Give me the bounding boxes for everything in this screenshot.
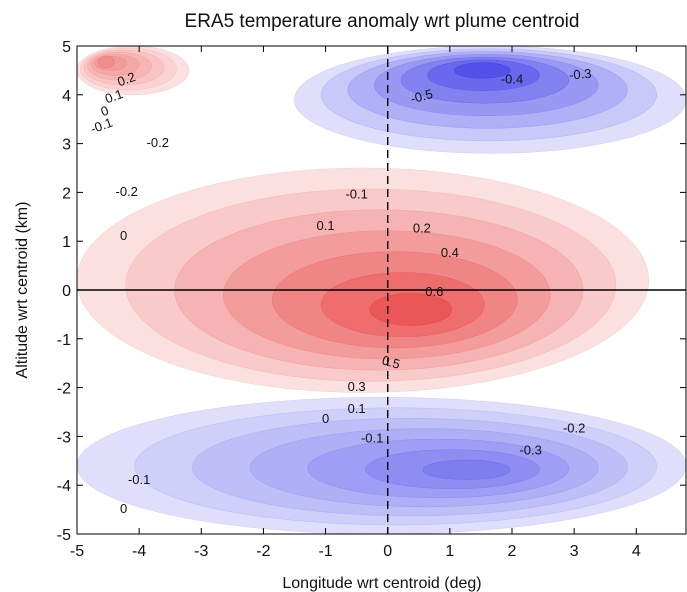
contour-label-14: -0.3 <box>568 66 592 83</box>
y-axis-label: Altitude wrt centroid (km) <box>14 202 31 379</box>
contour-label-13: -0.4 <box>501 72 523 87</box>
x-tick-label-2: -3 <box>194 543 208 560</box>
contour-label-9: 0.2 <box>413 220 431 235</box>
contour-label-17: 0.1 <box>348 401 366 416</box>
y-tick-label-0: 5 <box>62 39 71 56</box>
contour-label-3: -0.1 <box>88 115 114 137</box>
contour-label-7: -0.1 <box>345 186 367 201</box>
contour-label-2: 0 <box>99 103 111 120</box>
contour-bands <box>77 46 686 534</box>
x-tick-label-7: 2 <box>508 543 517 560</box>
y-tick-label-5: 0 <box>62 283 71 300</box>
y-tick-label-3: 2 <box>62 185 71 202</box>
contour-label-8: 0.1 <box>317 218 335 233</box>
contour-label-10: 0.4 <box>441 245 459 260</box>
contour-label-11: 0.6 <box>425 284 443 299</box>
contour-label-0: 0.2 <box>115 69 137 89</box>
x-tick-label-5: 0 <box>383 543 392 560</box>
plot-area: 0.20.10-0.1-0.2-0.20-0.10.1 0.20.40.6-0.5… <box>77 46 686 534</box>
y-tick-label-6: -1 <box>57 332 71 349</box>
x-tick-label-1: -4 <box>132 543 146 560</box>
x-tick-label-3: -2 <box>256 543 270 560</box>
x-tick-label-9: 4 <box>632 543 641 560</box>
y-axis-ticks: 5 4 3 2 1 0 -1 -2 -3 -4 -5 <box>57 39 686 544</box>
contour-labels: 0.20.10-0.1-0.2-0.20-0.10.1 0.20.40.6-0.5… <box>88 66 592 516</box>
contour-band-2-6 <box>422 459 511 480</box>
x-tick-label-0: -5 <box>70 543 84 560</box>
contour-label-6: 0 <box>120 228 127 243</box>
y-tick-label-4: 1 <box>62 234 71 251</box>
contour-label-20: -0.2 <box>563 421 585 436</box>
contour-label-15: 0.5 <box>380 353 401 372</box>
y-tick-label-10: -5 <box>57 527 71 544</box>
contour-band-3-6 <box>97 55 115 69</box>
y-tick-label-9: -4 <box>57 478 71 495</box>
x-axis-ticks: -5 -4 -3 -2 -1 0 1 2 3 4 <box>70 46 641 560</box>
contour-label-19: -0.1 <box>361 430 383 445</box>
contour-label-12: -0.5 <box>409 86 435 106</box>
y-tick-label-1: 4 <box>62 88 71 105</box>
contour-label-18: 0 <box>322 411 329 426</box>
contour-band-1-6 <box>453 62 511 79</box>
contour-band-0-6 <box>369 293 452 326</box>
y-tick-label-2: 3 <box>62 137 71 154</box>
contour-label-5: -0.2 <box>116 184 138 199</box>
x-tick-label-4: -1 <box>318 543 332 560</box>
contour-label-4: -0.2 <box>147 135 169 150</box>
x-tick-label-8: 3 <box>570 543 579 560</box>
contour-label-23: 0 <box>120 501 127 516</box>
contour-label-16: 0.3 <box>348 379 366 394</box>
contour-label-1: 0.1 <box>103 86 125 106</box>
chart-title: ERA5 temperature anomaly wrt plume centr… <box>185 11 580 32</box>
contour-label-22: -0.1 <box>128 472 150 487</box>
y-tick-label-8: -3 <box>57 429 71 446</box>
x-axis-label: Longitude wrt centroid (deg) <box>282 575 481 592</box>
x-tick-label-6: 1 <box>445 543 454 560</box>
y-tick-label-7: -2 <box>57 381 71 398</box>
contour-label-21: -0.3 <box>519 442 541 457</box>
